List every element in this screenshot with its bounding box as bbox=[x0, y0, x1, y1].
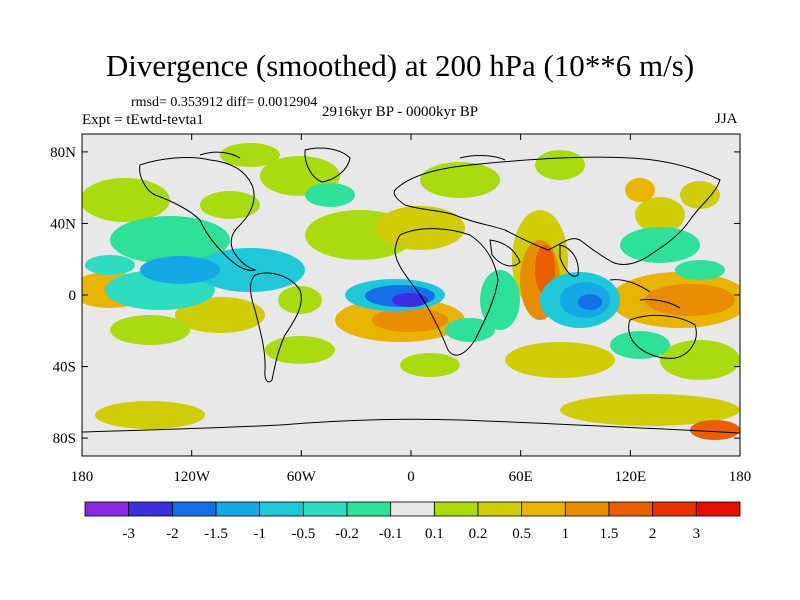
colorbar-swatch bbox=[390, 501, 435, 517]
negative-divergence-regions bbox=[85, 183, 725, 359]
period-label: 2916kyr BP - 0000kyr BP bbox=[321, 104, 479, 120]
lon-tick-label: 60E bbox=[509, 469, 533, 485]
experiment-label: Expt = tEwtd-tevta1 bbox=[82, 112, 204, 128]
colorbar-swatch bbox=[433, 501, 479, 517]
colorbar-label: -3 bbox=[122, 526, 135, 542]
map-title: Divergence (smoothed) at 200 hPa (10**6 … bbox=[105, 48, 695, 83]
lon-tick-label: 0 bbox=[407, 469, 415, 485]
lon-tick-label: 180 bbox=[729, 469, 752, 485]
lat-tick-label: 40N bbox=[50, 216, 76, 232]
lon-tick-label: 120W bbox=[173, 469, 211, 485]
latitude-axis: 80N 40N 0 40S 80S bbox=[50, 145, 740, 447]
lat-tick-label: 40S bbox=[53, 360, 76, 376]
colorbar-label: 1 bbox=[562, 526, 570, 542]
lon-tick-label: 60W bbox=[287, 469, 317, 485]
colorbar-swatch bbox=[608, 501, 654, 517]
lat-tick-label: 80N bbox=[50, 145, 76, 161]
stats-text: rmsd= 0.353912 diff= 0.0012904 bbox=[131, 95, 318, 110]
lon-tick-label: 120E bbox=[614, 469, 646, 485]
colorbar-swatch bbox=[215, 501, 261, 517]
colorbar-swatch bbox=[564, 501, 610, 517]
coastlines bbox=[82, 147, 740, 434]
colorbar: -3 -2 -1.5 -1 -0.5 -0.2 -0.1 0.1 0.2 0.5 1 1.5 2 3 bbox=[84, 501, 741, 542]
colorbar-label: -1 bbox=[253, 526, 266, 542]
colorbar-swatch bbox=[302, 501, 348, 517]
colorbar-swatch bbox=[346, 501, 392, 517]
season-label: JJA bbox=[715, 111, 738, 127]
colorbar-label: 1.5 bbox=[600, 526, 619, 542]
colorbar-label: 0.1 bbox=[425, 526, 444, 542]
colorbar-label: -2 bbox=[166, 526, 179, 542]
colorbar-swatch bbox=[521, 501, 566, 517]
colorbar-label: 2 bbox=[649, 526, 657, 542]
colorbar-swatch bbox=[128, 501, 173, 517]
lat-tick-label: 80S bbox=[53, 431, 76, 447]
longitude-axis: 180 120W 60W 0 60E 120E 180 bbox=[71, 134, 752, 485]
colorbar-swatch bbox=[695, 501, 741, 517]
colorbar-label: 0.2 bbox=[469, 526, 488, 542]
colorbar-swatch bbox=[84, 501, 130, 517]
colorbar-label: 0.5 bbox=[512, 526, 531, 542]
colorbar-label: -0.5 bbox=[291, 526, 315, 542]
lon-tick-label: 180 bbox=[71, 469, 94, 485]
colorbar-swatch bbox=[259, 501, 304, 517]
colorbar-swatch bbox=[477, 501, 523, 517]
lat-tick-label: 0 bbox=[69, 288, 77, 304]
colorbar-label: -1.5 bbox=[204, 526, 228, 542]
colorbar-label: -0.1 bbox=[379, 526, 403, 542]
colorbar-swatch bbox=[652, 501, 697, 517]
colorbar-label: 3 bbox=[693, 526, 701, 542]
colorbar-label: -0.2 bbox=[335, 526, 359, 542]
colorbar-swatch bbox=[171, 501, 217, 517]
